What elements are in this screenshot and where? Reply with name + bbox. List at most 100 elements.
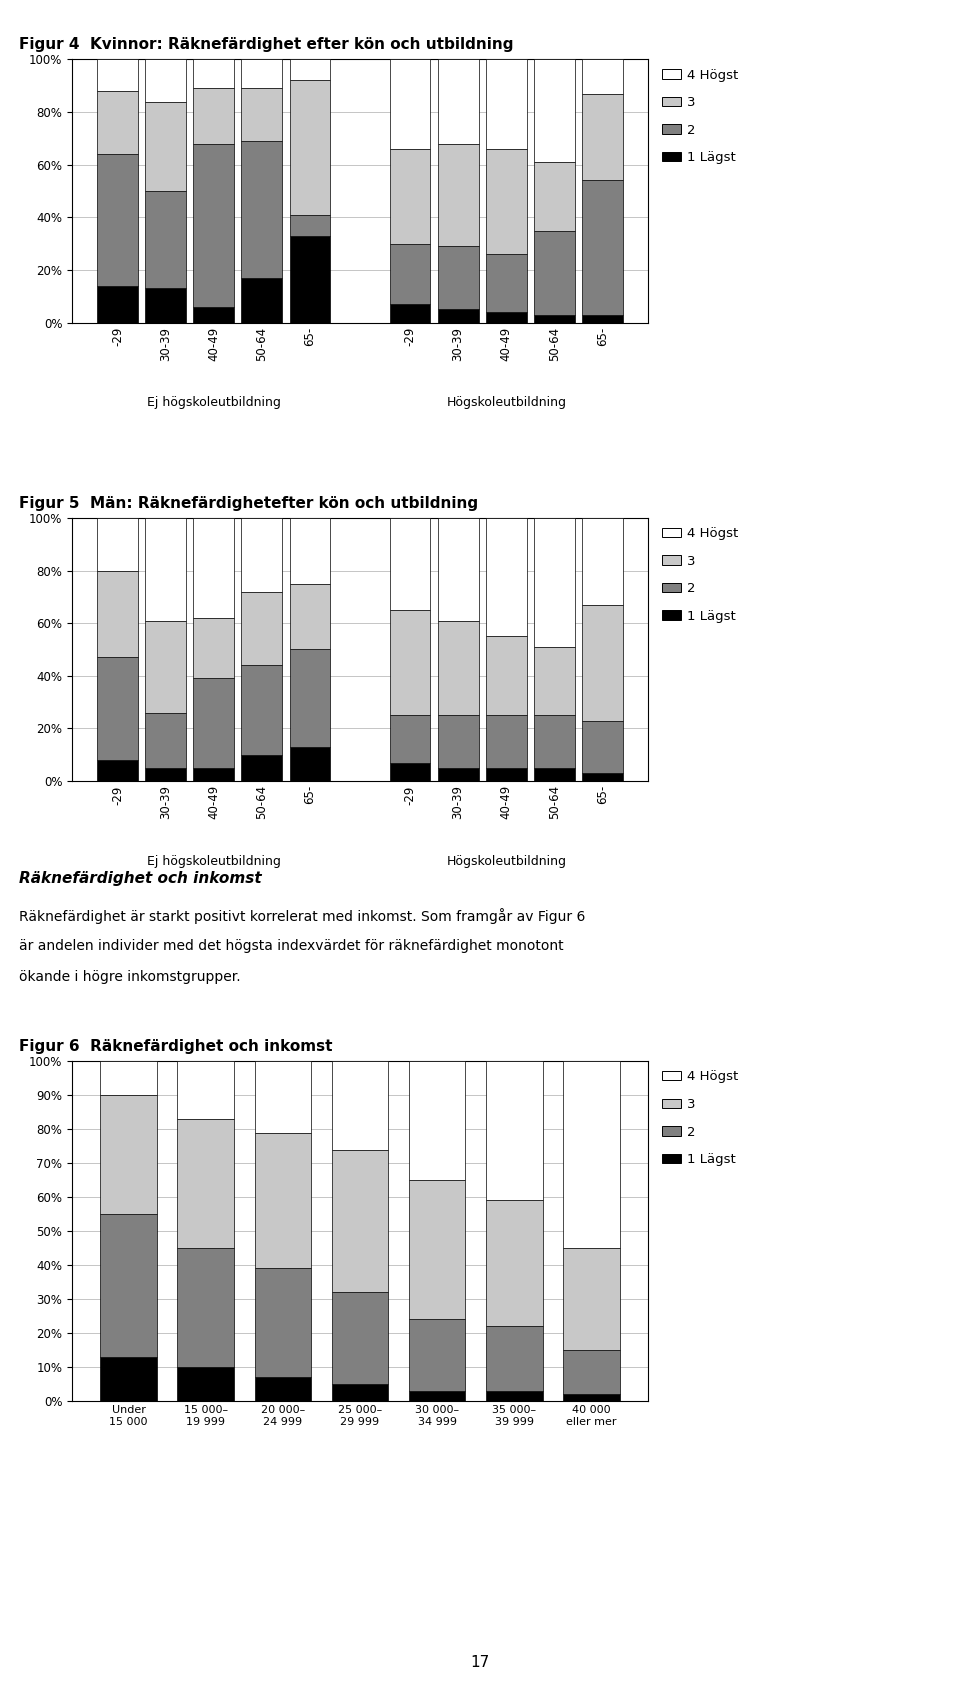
Bar — [486, 312, 527, 323]
Bar — [534, 767, 575, 781]
Bar — [97, 285, 138, 323]
Bar — [101, 1095, 157, 1214]
Bar — [409, 1180, 466, 1319]
Text: ökande i högre inkomstgrupper.: ökande i högre inkomstgrupper. — [19, 970, 241, 983]
Bar — [97, 155, 138, 285]
Bar — [563, 1061, 619, 1248]
Text: Högskoleutbildning: Högskoleutbildning — [446, 854, 566, 868]
Bar — [486, 59, 527, 149]
Bar — [390, 518, 430, 610]
Bar — [145, 713, 186, 767]
Bar — [438, 144, 479, 246]
Bar — [486, 637, 527, 715]
Bar — [254, 1133, 311, 1268]
Bar — [193, 679, 234, 767]
Bar — [290, 584, 330, 649]
Bar — [438, 715, 479, 767]
Bar — [486, 715, 527, 767]
Bar — [582, 604, 623, 720]
Text: Högskoleutbildning: Högskoleutbildning — [446, 396, 566, 409]
Bar — [486, 255, 527, 312]
Bar — [193, 88, 234, 144]
Bar — [241, 59, 282, 88]
Bar — [241, 591, 282, 666]
Bar — [409, 1061, 466, 1180]
Bar — [290, 518, 330, 584]
Legend: 4 Högst, 3, 2, 1 Lägst: 4 Högst, 3, 2, 1 Lägst — [660, 525, 741, 625]
Bar — [390, 610, 430, 715]
Bar — [290, 80, 330, 214]
Bar — [290, 747, 330, 781]
Bar — [97, 761, 138, 781]
Bar — [193, 518, 234, 618]
Bar — [145, 190, 186, 289]
Bar — [178, 1367, 234, 1401]
Bar — [331, 1150, 389, 1292]
Bar — [438, 59, 479, 144]
Bar — [97, 92, 138, 155]
Bar — [582, 773, 623, 781]
Bar — [486, 1200, 542, 1326]
Bar — [582, 518, 623, 604]
Bar — [193, 618, 234, 679]
Text: Räknefärdighet och inkomst: Räknefärdighet och inkomst — [19, 871, 262, 886]
Bar — [438, 246, 479, 309]
Bar — [241, 278, 282, 323]
Bar — [193, 59, 234, 88]
Bar — [409, 1319, 466, 1391]
Bar — [145, 289, 186, 323]
Bar — [290, 214, 330, 236]
Legend: 4 Högst, 3, 2, 1 Lägst: 4 Högst, 3, 2, 1 Lägst — [660, 1068, 741, 1168]
Bar — [290, 236, 330, 323]
Bar — [534, 647, 575, 715]
Bar — [145, 59, 186, 102]
Bar — [438, 518, 479, 620]
Bar — [290, 59, 330, 80]
Bar — [438, 767, 479, 781]
Bar — [390, 245, 430, 304]
Bar — [97, 657, 138, 761]
Bar — [534, 715, 575, 767]
Bar — [145, 518, 186, 620]
Bar — [563, 1248, 619, 1350]
Bar — [486, 1326, 542, 1391]
Text: är andelen individer med det högsta indexvärdet för räknefärdighet monotont: är andelen individer med det högsta inde… — [19, 939, 564, 953]
Bar — [254, 1268, 311, 1377]
Bar — [390, 149, 430, 243]
Text: Ej högskoleutbildning: Ej högskoleutbildning — [147, 854, 280, 868]
Bar — [582, 59, 623, 93]
Text: Figur 6  Räknefärdighet och inkomst: Figur 6 Räknefärdighet och inkomst — [19, 1039, 333, 1054]
Bar — [101, 1357, 157, 1401]
Bar — [438, 309, 479, 323]
Text: Ej högskoleutbildning: Ej högskoleutbildning — [147, 396, 280, 409]
Bar — [97, 571, 138, 657]
Bar — [254, 1061, 311, 1133]
Bar — [241, 754, 282, 781]
Bar — [178, 1061, 234, 1119]
Bar — [390, 762, 430, 781]
Bar — [97, 518, 138, 571]
Text: Figur 4  Kvinnor: Räknefärdighet efter kön och utbildning: Figur 4 Kvinnor: Räknefärdighet efter kö… — [19, 37, 514, 53]
Bar — [486, 1391, 542, 1401]
Bar — [331, 1061, 389, 1150]
Bar — [582, 180, 623, 314]
Bar — [582, 93, 623, 180]
Text: Räknefärdighet är starkt positivt korrelerat med inkomst. Som framgår av Figur 6: Räknefärdighet är starkt positivt korrel… — [19, 908, 586, 924]
Bar — [563, 1350, 619, 1394]
Bar — [534, 231, 575, 314]
Bar — [534, 161, 575, 231]
Bar — [486, 149, 527, 255]
Bar — [241, 141, 282, 278]
Bar — [290, 649, 330, 747]
Bar — [101, 1214, 157, 1357]
Bar — [101, 1061, 157, 1095]
Bar — [534, 518, 575, 647]
Bar — [563, 1394, 619, 1401]
Bar — [193, 307, 234, 323]
Bar — [241, 88, 282, 141]
Bar — [241, 518, 282, 591]
Bar — [438, 620, 479, 715]
Bar — [486, 518, 527, 637]
Bar — [390, 59, 430, 149]
Bar — [582, 720, 623, 773]
